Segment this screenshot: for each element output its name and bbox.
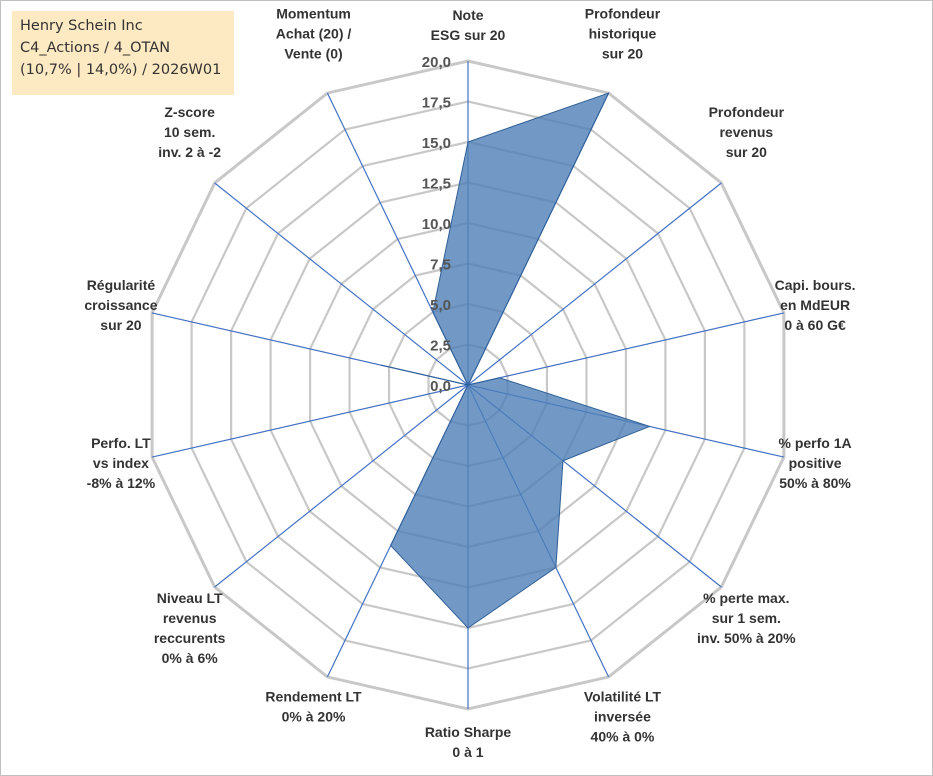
- axis-label-line: Profondeur: [709, 104, 785, 120]
- axis-label-line: ESG sur 20: [431, 27, 506, 43]
- axis-spoke: [467, 312, 785, 386]
- axis-label-line: sur 1 sem.: [712, 610, 781, 626]
- axis-label-line: Niveau LT: [157, 590, 223, 606]
- axis-label-line: 10 sem.: [164, 124, 215, 140]
- axis-label-line: 0 à 1: [452, 744, 483, 760]
- axis-label-line: positive: [789, 455, 842, 471]
- tick-label: 10,0: [422, 216, 451, 233]
- axis-spoke: [214, 182, 469, 386]
- tick-label: 5,0: [430, 297, 451, 314]
- axis-label-line: sur 20: [602, 45, 643, 61]
- radar-series: [381, 92, 652, 629]
- axis-label-line: croissance: [84, 297, 157, 313]
- axis-label-line: Ratio Sharpe: [425, 724, 512, 740]
- radar-axis-labels: Note ESG sur 20 Profondeur historique sur 20…: [84, 5, 855, 760]
- tick-label: 20,0: [422, 54, 451, 71]
- axis-label: Z-score 10 sem. inv. 2 à -2: [158, 104, 221, 160]
- axis-label-line: 0% à 6%: [162, 650, 219, 666]
- axis-label-line: Volatilité LT: [584, 689, 662, 705]
- axis-label-line: -8% à 12%: [87, 475, 156, 491]
- axis-spoke: [151, 384, 469, 458]
- info-category: C4_Actions / 4_OTAN: [20, 40, 171, 56]
- axis-label: Profondeur revenus sur 20: [709, 104, 785, 160]
- axis-label-line: revenus: [719, 124, 773, 140]
- axis-label-line: Capi. bours.: [775, 277, 856, 293]
- radar-tick-labels: 0,0 2,5 5,0 7,5 10,0 12,5 15,0 17,5 20,0: [422, 54, 451, 395]
- axis-label-line: Momentum: [276, 5, 351, 21]
- axis-label: Momentum Achat (20) / Vente (0): [276, 5, 352, 61]
- axis-label-line: 0% à 20%: [282, 709, 346, 725]
- axis-label-line: revenus: [163, 610, 217, 626]
- axis-label-line: sur 20: [100, 317, 141, 333]
- axis-label-line: en MdEUR: [780, 297, 850, 313]
- series-area: [381, 92, 652, 629]
- axis-label-line: inv. 50% à 20%: [697, 630, 796, 646]
- axis-label-line: 50% à 80%: [779, 475, 851, 491]
- axis-label: % perfo 1A positive 50% à 80%: [779, 435, 852, 491]
- axis-label-line: Z-score: [164, 104, 215, 120]
- axis-label: Volatilité LT inversée 40% à 0%: [584, 689, 662, 745]
- axis-label-line: % perte max.: [703, 590, 789, 606]
- axis-label: Rendement LT 0% à 20%: [265, 689, 362, 725]
- axis-label-line: inversée: [594, 709, 651, 725]
- tick-label: 7,5: [430, 257, 451, 274]
- axis-label: % perte max. sur 1 sem. inv. 50% à 20%: [697, 590, 796, 646]
- axis-label: Ratio Sharpe 0 à 1: [425, 724, 512, 760]
- axis-spoke: [214, 384, 469, 588]
- axis-label-line: vs index: [93, 455, 149, 471]
- axis-label: Capi. bours. en MdEUR 0 à 60 G€: [775, 277, 856, 333]
- axis-label-line: Profondeur: [585, 5, 661, 21]
- info-company-name: Henry Schein Inc: [20, 18, 143, 34]
- axis-label-line: sur 20: [726, 144, 767, 160]
- axis-label-line: Perfo. LT: [91, 435, 151, 451]
- axis-label-line: Régularité: [87, 277, 156, 293]
- axis-label-line: Rendement LT: [265, 689, 362, 705]
- tick-label: 2,5: [430, 338, 451, 355]
- axis-label: Niveau LT revenus reccurents 0% à 6%: [154, 590, 226, 666]
- axis-label-line: historique: [589, 25, 657, 41]
- axis-label: Régularité croissance sur 20: [84, 277, 157, 333]
- axis-spoke: [467, 182, 722, 386]
- tick-label: 0,0: [430, 378, 451, 395]
- axis-label-line: Achat (20) /: [276, 25, 352, 41]
- axis-label-line: Vente (0): [284, 45, 342, 61]
- axis-label: Profondeur historique sur 20: [585, 5, 661, 61]
- tick-label: 17,5: [422, 95, 451, 112]
- axis-label-line: Note: [452, 7, 483, 23]
- tick-label: 12,5: [422, 176, 451, 193]
- axis-label-line: 40% à 0%: [591, 729, 655, 745]
- axis-label: Perfo. LT vs index -8% à 12%: [87, 435, 156, 491]
- axis-label-line: inv. 2 à -2: [158, 144, 221, 160]
- info-box: Henry Schein Inc C4_Actions / 4_OTAN (10…: [12, 11, 234, 95]
- info-stats-week: (10,7% | 14,0%) / 2026W01: [20, 62, 222, 78]
- tick-label: 15,0: [422, 135, 451, 152]
- axis-label: Note ESG sur 20: [431, 7, 506, 43]
- axis-label-line: reccurents: [154, 630, 226, 646]
- axis-label-line: % perfo 1A: [779, 435, 852, 451]
- axis-label-line: 0 à 60 G€: [784, 317, 846, 333]
